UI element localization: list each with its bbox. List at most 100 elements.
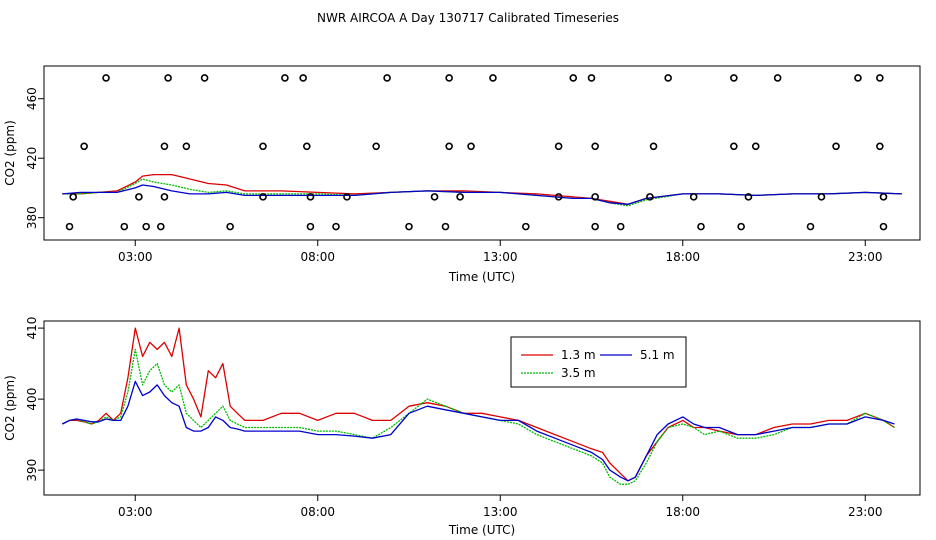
scatter-point [664, 74, 672, 82]
x-tick-label: 13:00 [483, 505, 518, 519]
scatter-point [306, 193, 315, 201]
series-line-s51 [62, 184, 902, 205]
upper-plot-frame [43, 65, 921, 241]
x-tick-label: 08:00 [300, 505, 335, 519]
scatter-point [591, 193, 599, 201]
scatter-point [521, 222, 530, 231]
lower-panel: 03:00 08:00 13:00 18:00 23:00 390 400 410 Time… [3, 317, 921, 537]
upper-x-axis-label: Time (UTC) [448, 270, 515, 284]
x-tick-label: 13:00 [483, 250, 518, 264]
scatter-point [876, 74, 884, 82]
lower-series-lines [62, 327, 895, 485]
scatter-point [65, 222, 74, 231]
legend-label-3-5m: 3.5 m [561, 366, 596, 380]
x-tick-label: 18:00 [665, 505, 700, 519]
scatter-point [135, 193, 143, 201]
x-tick-label: 08:00 [300, 250, 335, 264]
scatter-point [372, 142, 380, 151]
scatter-point [157, 222, 165, 231]
scatter-point [182, 142, 191, 151]
scatter-point [646, 193, 654, 201]
y-tick-label: 410 [25, 317, 39, 340]
scatter-point [259, 142, 267, 151]
series-line-s13 [62, 327, 895, 482]
scatter-point [773, 74, 782, 82]
scatter-point [569, 74, 578, 82]
legend-label-5-1m: 5.1 m [640, 348, 675, 362]
x-tick-label: 03:00 [118, 505, 153, 519]
y-tick-label: 390 [25, 459, 39, 482]
scatter-point [200, 74, 209, 82]
scatter-point [876, 142, 884, 151]
lower-plot-frame [43, 320, 921, 496]
upper-y-axis-label: CO2 (ppm) [3, 120, 17, 186]
lower-x-axis: 03:00 08:00 13:00 18:00 23:00 [118, 495, 883, 519]
legend-label-1-3m: 1.3 m [561, 348, 596, 362]
scatter-point [441, 222, 450, 231]
y-tick-label: 460 [25, 87, 39, 110]
upper-x-axis: 03:00 08:00 13:00 18:00 23:00 [118, 240, 883, 264]
scatter-point [832, 142, 840, 151]
upper-series-lines [62, 173, 902, 207]
scatter-point [806, 222, 815, 231]
scatter-point [142, 222, 150, 231]
scatter-point [879, 193, 888, 201]
lower-y-axis: 390 400 410 [25, 317, 44, 482]
scatter-point [737, 222, 745, 231]
scatter-point [554, 193, 563, 201]
scatter-point [591, 222, 599, 231]
series-line-s35 [62, 348, 895, 485]
scatter-point [489, 74, 497, 82]
page-title: NWR AIRCOA A Day 130717 Calibrated Times… [317, 11, 619, 25]
x-tick-label: 23:00 [848, 505, 883, 519]
scatter-point [102, 74, 110, 82]
scatter-point [689, 193, 698, 201]
lower-y-axis-label: CO2 (ppm) [3, 375, 17, 441]
scatter-point [591, 142, 599, 151]
scatter-point [383, 74, 391, 82]
upper-panel: 03:00 08:00 13:00 18:00 23:00 380 420 460 Time… [3, 65, 921, 284]
scatter-point [405, 222, 413, 231]
scatter-point [751, 142, 760, 151]
scatter-point [299, 74, 307, 82]
scatter-point [879, 222, 888, 231]
scatter-point [343, 193, 351, 201]
x-tick-label: 23:00 [848, 250, 883, 264]
x-tick-label: 03:00 [118, 250, 153, 264]
scatter-point [854, 74, 862, 82]
scatter-point [430, 193, 439, 201]
scatter-point [744, 193, 753, 201]
scatter-point [306, 222, 315, 231]
y-tick-label: 380 [25, 206, 39, 229]
scatter-point [160, 193, 169, 201]
scatter-point [649, 142, 658, 151]
scatter-point [554, 142, 563, 151]
y-tick-label: 400 [25, 388, 39, 411]
scatter-point [160, 142, 169, 151]
scatter-point [616, 222, 625, 231]
scatter-point [332, 222, 340, 231]
scatter-point [730, 142, 738, 151]
scatter-point [445, 142, 453, 151]
scatter-point [120, 222, 129, 231]
upper-scatter-points [65, 74, 888, 231]
series-line-s51 [62, 380, 895, 482]
upper-y-axis: 380 420 460 [25, 87, 44, 229]
scatter-point [69, 193, 77, 201]
scatter-point [259, 193, 267, 201]
scatter-point [697, 222, 705, 231]
scatter-point [226, 222, 234, 231]
scatter-point [302, 142, 311, 151]
scatter-point [164, 74, 172, 82]
lower-x-axis-label: Time (UTC) [448, 523, 515, 537]
scatter-point [587, 74, 596, 82]
x-tick-label: 18:00 [665, 250, 700, 264]
legend-box [510, 336, 687, 388]
scatter-point [445, 74, 453, 82]
legend: 1.3 m 5.1 m 3.5 m [510, 336, 687, 388]
scatter-point [730, 74, 738, 82]
scatter-point [456, 193, 464, 201]
scatter-point [80, 142, 88, 151]
scatter-point [467, 142, 475, 151]
